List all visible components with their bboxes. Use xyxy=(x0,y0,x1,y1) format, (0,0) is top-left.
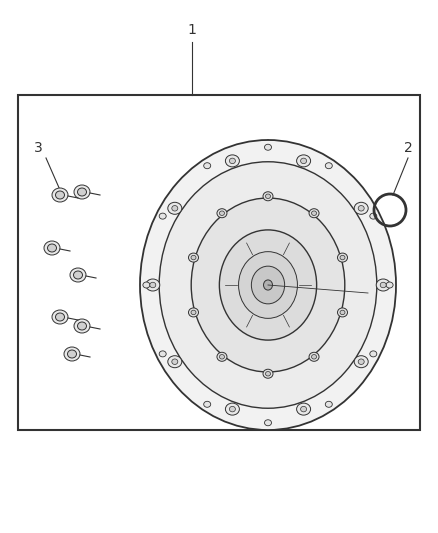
Ellipse shape xyxy=(376,279,390,291)
Ellipse shape xyxy=(219,230,317,340)
Ellipse shape xyxy=(188,253,198,262)
Ellipse shape xyxy=(300,158,307,164)
Ellipse shape xyxy=(159,351,166,357)
Ellipse shape xyxy=(386,282,393,288)
Ellipse shape xyxy=(325,163,332,169)
Ellipse shape xyxy=(78,188,86,196)
Polygon shape xyxy=(268,140,348,430)
Text: 2: 2 xyxy=(404,141,412,155)
Ellipse shape xyxy=(311,211,317,215)
Ellipse shape xyxy=(56,191,64,199)
Ellipse shape xyxy=(74,319,90,333)
Ellipse shape xyxy=(309,352,319,361)
Ellipse shape xyxy=(143,282,150,288)
Ellipse shape xyxy=(219,354,224,359)
Ellipse shape xyxy=(74,185,90,199)
Ellipse shape xyxy=(325,401,332,407)
Ellipse shape xyxy=(265,420,272,426)
Ellipse shape xyxy=(230,406,235,412)
Ellipse shape xyxy=(159,213,166,219)
Ellipse shape xyxy=(47,244,57,252)
Ellipse shape xyxy=(380,282,386,288)
Ellipse shape xyxy=(168,203,182,214)
Ellipse shape xyxy=(264,280,272,290)
Polygon shape xyxy=(268,292,348,326)
Ellipse shape xyxy=(297,155,311,167)
Ellipse shape xyxy=(265,144,272,150)
Ellipse shape xyxy=(358,206,364,211)
Ellipse shape xyxy=(172,206,178,211)
Ellipse shape xyxy=(323,205,373,365)
Ellipse shape xyxy=(354,356,368,368)
Ellipse shape xyxy=(217,352,227,361)
Ellipse shape xyxy=(338,308,347,317)
Ellipse shape xyxy=(226,403,240,415)
Ellipse shape xyxy=(265,372,271,376)
Ellipse shape xyxy=(251,266,285,304)
Ellipse shape xyxy=(311,354,317,359)
Text: 1: 1 xyxy=(187,23,196,37)
Ellipse shape xyxy=(64,347,80,361)
Ellipse shape xyxy=(188,308,198,317)
Ellipse shape xyxy=(204,401,211,407)
Ellipse shape xyxy=(52,188,68,202)
Ellipse shape xyxy=(300,406,307,412)
Polygon shape xyxy=(268,191,348,251)
Ellipse shape xyxy=(191,255,196,260)
Ellipse shape xyxy=(338,253,347,262)
Ellipse shape xyxy=(67,350,77,358)
Ellipse shape xyxy=(297,403,311,415)
Bar xyxy=(18,95,420,430)
Ellipse shape xyxy=(204,163,211,169)
Ellipse shape xyxy=(140,140,396,430)
Ellipse shape xyxy=(226,155,240,167)
Ellipse shape xyxy=(340,255,345,260)
Ellipse shape xyxy=(44,241,60,255)
Ellipse shape xyxy=(239,252,297,318)
Text: 3: 3 xyxy=(34,141,42,155)
Ellipse shape xyxy=(70,268,86,282)
Ellipse shape xyxy=(172,359,178,365)
Ellipse shape xyxy=(56,313,64,321)
Ellipse shape xyxy=(340,310,345,314)
Ellipse shape xyxy=(219,211,224,215)
Ellipse shape xyxy=(370,213,377,219)
Ellipse shape xyxy=(358,359,364,365)
Ellipse shape xyxy=(159,161,377,408)
Ellipse shape xyxy=(168,356,182,368)
Ellipse shape xyxy=(217,209,227,217)
Ellipse shape xyxy=(354,203,368,214)
Ellipse shape xyxy=(265,194,271,198)
Ellipse shape xyxy=(146,279,160,291)
Ellipse shape xyxy=(230,158,235,164)
Ellipse shape xyxy=(52,310,68,324)
Ellipse shape xyxy=(78,322,86,330)
Ellipse shape xyxy=(263,369,273,378)
Ellipse shape xyxy=(150,282,156,288)
Ellipse shape xyxy=(370,351,377,357)
Ellipse shape xyxy=(309,209,319,217)
Ellipse shape xyxy=(263,192,273,201)
Ellipse shape xyxy=(191,198,345,372)
Ellipse shape xyxy=(191,310,196,314)
Ellipse shape xyxy=(74,271,82,279)
